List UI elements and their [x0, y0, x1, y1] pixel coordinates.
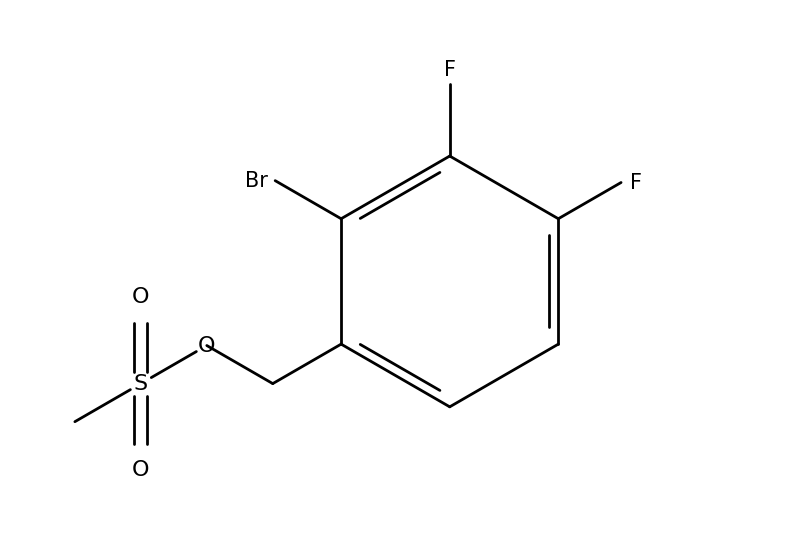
Text: O: O: [132, 460, 150, 480]
Text: O: O: [198, 335, 216, 356]
Text: F: F: [444, 60, 455, 80]
Text: F: F: [630, 172, 642, 193]
Text: O: O: [132, 287, 150, 308]
Text: Br: Br: [245, 171, 268, 190]
Text: S: S: [134, 373, 148, 394]
